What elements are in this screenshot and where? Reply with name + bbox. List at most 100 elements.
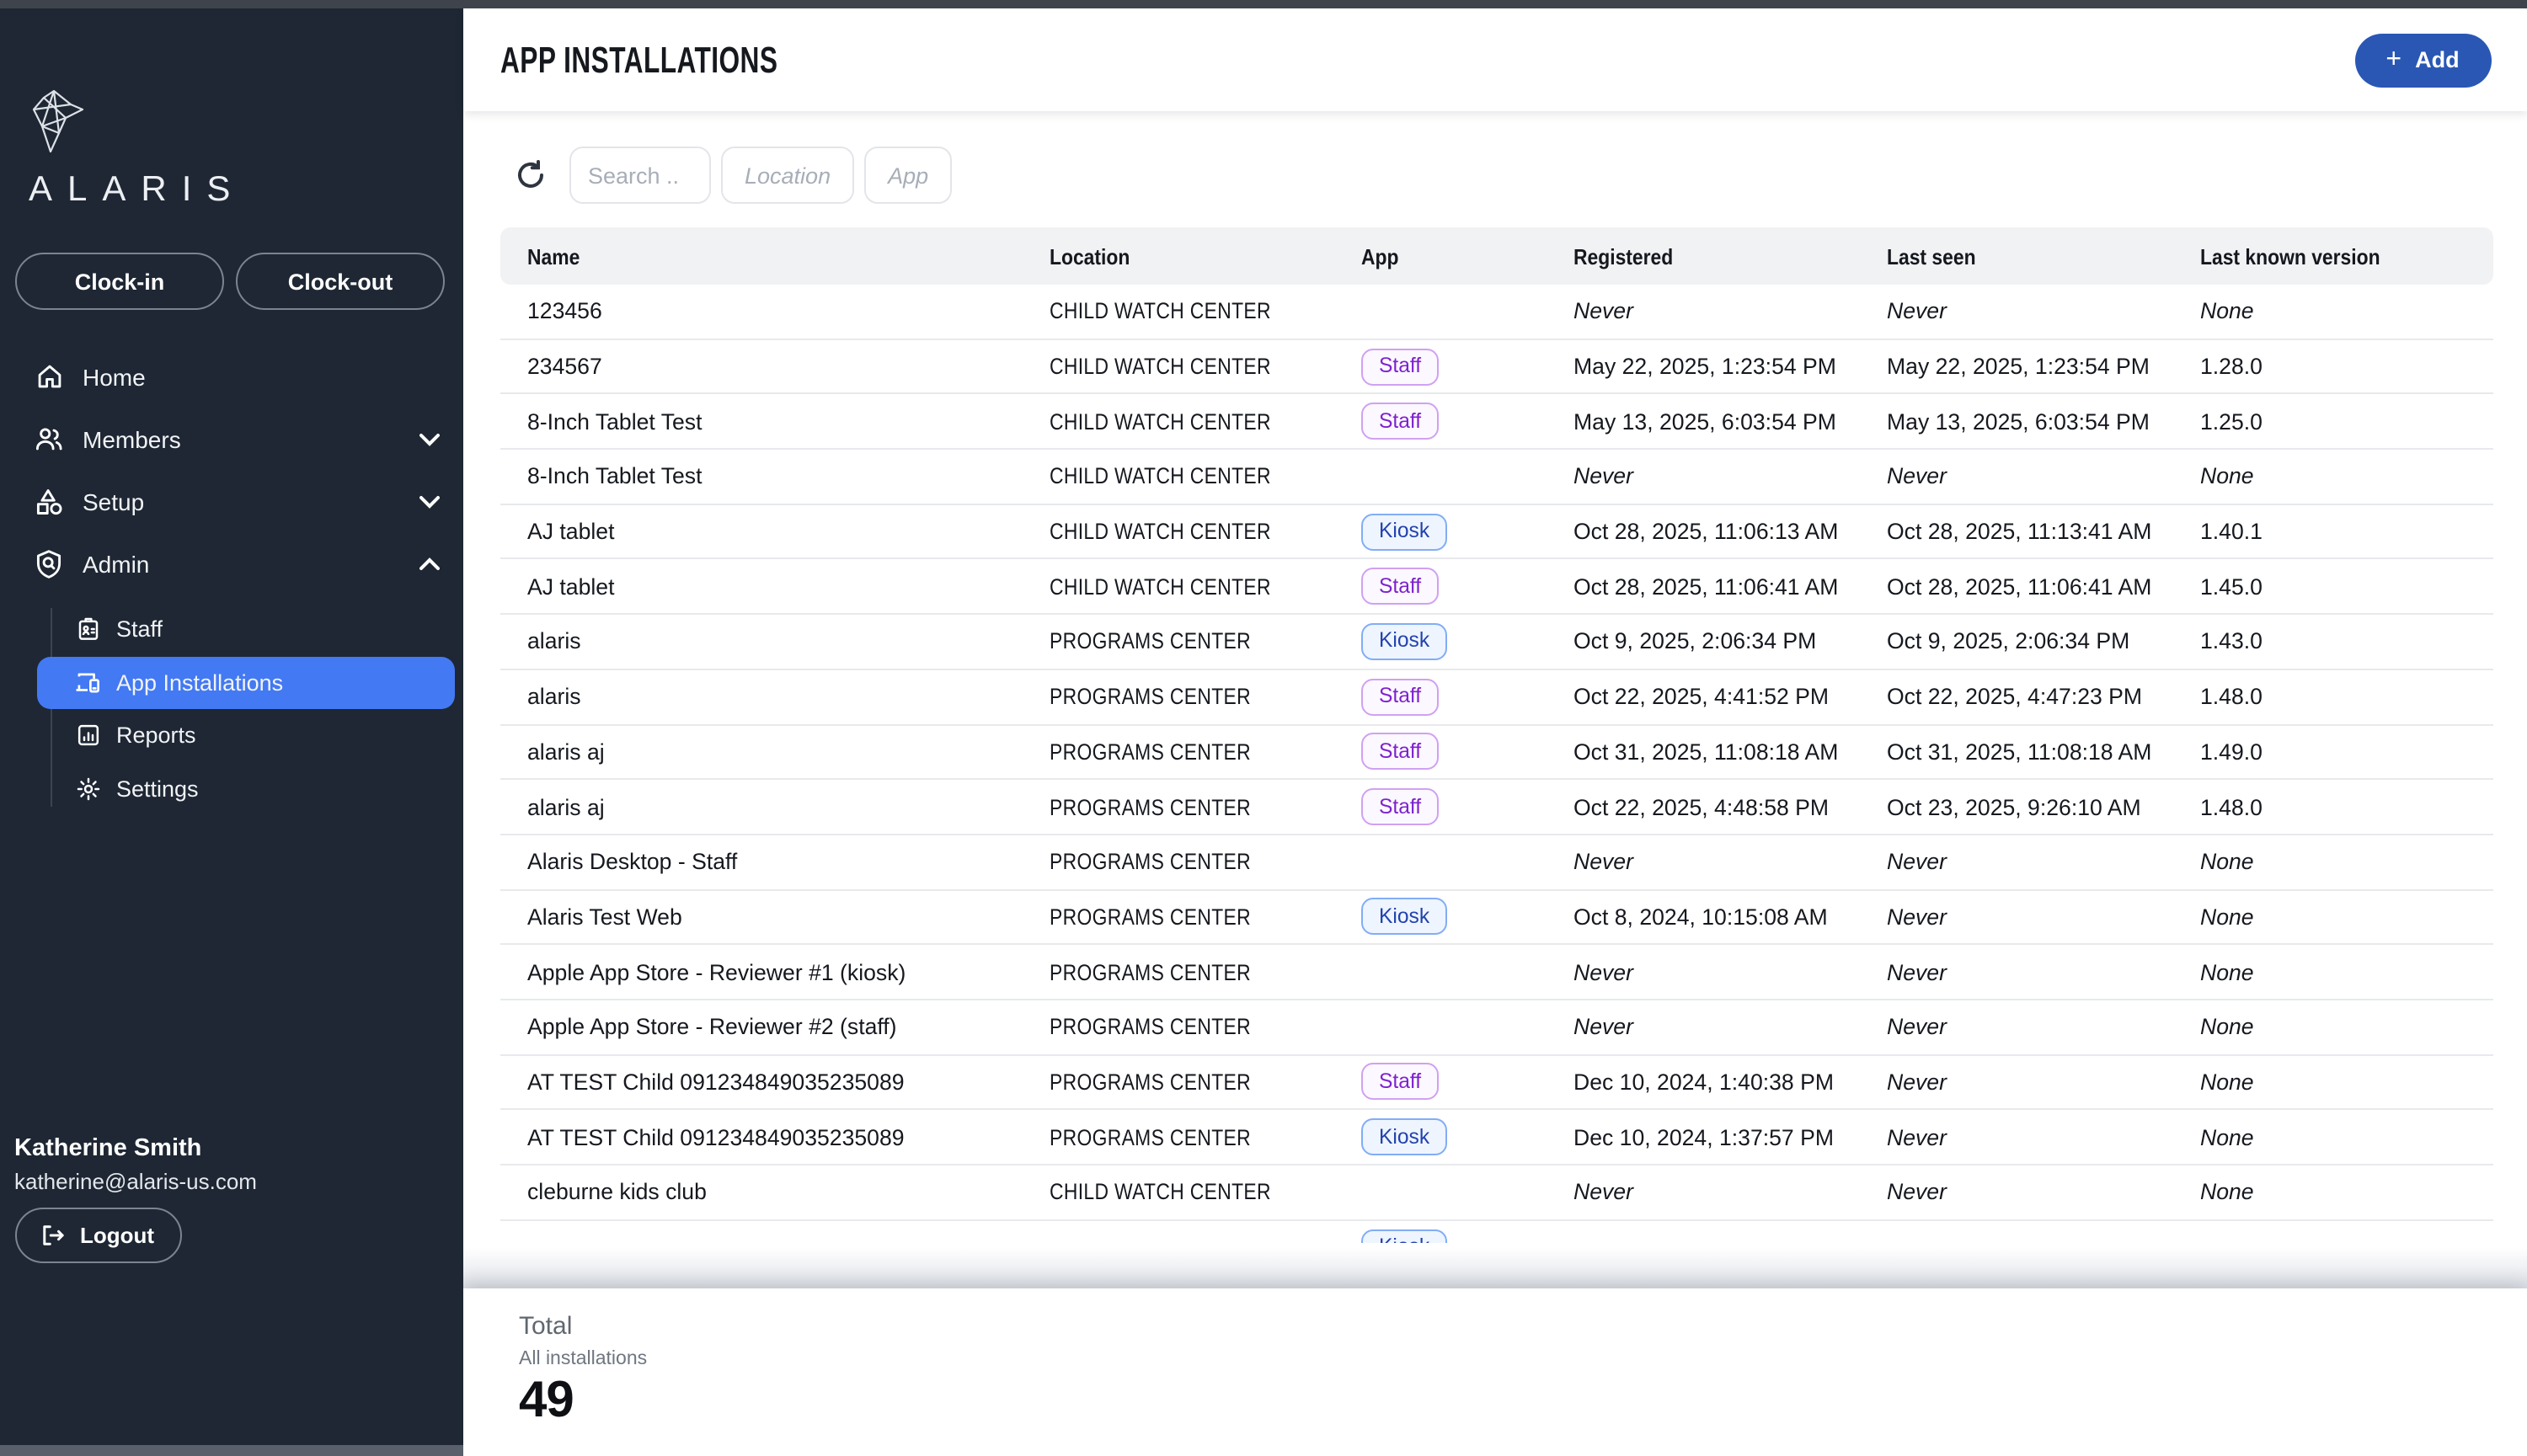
table-row[interactable]: 8-Inch Tablet Test CHILD WATCH CENTER St… [500,394,2493,451]
cell-last-version: 1.25.0 [2200,408,2263,435]
clock-out-button[interactable]: Clock-out [236,253,445,310]
chevron-down-icon [419,494,440,508]
cell-name: alaris [527,684,581,710]
totals-footer: Total All installations 49 [463,1288,2527,1456]
sidebar-item-staff[interactable]: Staff [0,603,463,656]
sidebar-item-label: Settings [116,776,199,802]
brand-block: ALARIS [29,88,245,211]
cell-app: Kiosk [1361,513,1573,551]
sidebar-bottom-strip [0,1445,463,1456]
clock-in-button[interactable]: Clock-in [15,253,224,310]
total-label: Total [519,1312,573,1341]
cell-last-version: 1.40.1 [2200,519,2263,545]
location-filter-chip[interactable]: Location [721,147,855,204]
cell-last-version: 1.49.0 [2200,739,2263,765]
sidebar-item-label: App Installations [116,669,284,696]
cell-last-seen: Oct 22, 2025, 4:47:23 PM [1887,684,2143,710]
alaris-logo-icon [32,89,84,153]
app-badge: Kiosk [1361,898,1448,936]
logout-icon [41,1224,67,1245]
cell-last-version: 1.45.0 [2200,573,2263,600]
cell-last-version: None [2200,959,2254,985]
cell-location: PROGRAMS CENTER [1050,1014,1251,1040]
sidebar-item-label: Reports [116,723,196,749]
cell-name: AJ tablet [527,519,615,545]
column-header-last-known-version[interactable]: Last known version [2200,243,2380,269]
table-row[interactable]: cleburne kids club CHILD WATCH CENTER Ne… [500,1165,2493,1221]
page-header: APP INSTALLATIONS + Add [463,8,2527,111]
cell-name: alaris aj [527,739,605,765]
table-row[interactable]: Alaris Test Web PROGRAMS CENTER Kiosk Oc… [500,890,2493,946]
cell-last-seen: Never [1887,1014,1947,1040]
cell-app: Staff [1361,788,1573,826]
table-row[interactable]: Apple App Store - Reviewer #1 (kiosk) PR… [500,945,2493,1000]
column-header-name[interactable]: Name [527,243,580,269]
cell-name: 123456 [527,298,602,324]
app-badge: Staff [1361,403,1440,440]
logout-button[interactable]: Logout [14,1207,181,1262]
sidebar-item-setup[interactable]: Setup [0,470,463,532]
table-row[interactable]: AT TEST Child 091234849035235089 PROGRAM… [500,1110,2493,1165]
table-row[interactable]: 123456 CHILD WATCH CENTER Never Never No… [500,285,2493,340]
table-row[interactable]: Alaris Desktop - Staff PROGRAMS CENTER N… [500,835,2493,891]
column-header-location[interactable]: Location [1050,243,1130,269]
cell-app: Staff [1361,1063,1573,1101]
cell-registered: Oct 9, 2025, 2:06:34 PM [1573,628,1817,654]
sidebar-item-reports[interactable]: Reports [0,709,463,762]
cell-registered: Oct 28, 2025, 11:06:41 AM [1573,573,1839,600]
sidebar-item-app-installations[interactable]: App Installations [0,656,463,709]
table-body: 123456 CHILD WATCH CENTER Never Never No… [500,285,2493,1221]
column-header-registered[interactable]: Registered [1573,243,1674,269]
gear-icon [74,776,101,803]
cell-app: Staff [1361,568,1573,605]
refresh-button[interactable] [516,160,546,190]
cell-location: PROGRAMS CENTER [1050,794,1251,820]
add-button[interactable]: + Add [2354,33,2491,87]
installations-table: Name Location App Registered Last seen L… [500,227,2493,1243]
sidebar-item-admin[interactable]: Admin [0,532,463,595]
cell-registered: May 13, 2025, 6:03:54 PM [1573,408,1836,435]
cell-registered: Oct 31, 2025, 11:08:18 AM [1573,739,1839,765]
cell-last-seen: May 13, 2025, 6:03:54 PM [1887,408,2150,435]
table-row[interactable]: AT TEST Child 091234849035235089 PROGRAM… [500,1055,2493,1111]
cell-location: CHILD WATCH CENTER [1050,298,1271,324]
column-header-app[interactable]: App [1361,243,1399,269]
sidebar-item-label: Members [83,425,181,452]
cell-location: PROGRAMS CENTER [1050,904,1251,930]
cell-location: PROGRAMS CENTER [1050,739,1251,765]
cell-app: Kiosk [1361,898,1573,936]
table-row[interactable]: AJ tablet CHILD WATCH CENTER Staff Oct 2… [500,559,2493,616]
cell-registered: Never [1573,463,1633,489]
table-row[interactable]: alaris PROGRAMS CENTER Kiosk Oct 9, 2025… [500,615,2493,670]
app-filter-chip[interactable]: App [864,147,953,204]
sidebar-item-settings[interactable]: Settings [0,762,463,815]
cell-last-version: 1.48.0 [2200,794,2263,820]
sidebar-item-members[interactable]: Members [0,408,463,470]
sidebar-item-home[interactable]: Home [0,345,463,408]
table-row[interactable]: AJ tablet CHILD WATCH CENTER Kiosk Oct 2… [500,504,2493,560]
search-input[interactable] [569,147,711,204]
logout-label: Logout [79,1222,155,1247]
window-top-strip [0,0,2527,8]
app-badge: Staff [1361,348,1440,386]
cell-app: Staff [1361,733,1573,771]
members-icon [34,424,64,454]
column-header-last-seen[interactable]: Last seen [1887,243,1976,269]
table-row[interactable]: alaris aj PROGRAMS CENTER Staff Oct 22, … [500,780,2493,835]
cell-location: CHILD WATCH CENTER [1050,354,1271,380]
table-header-row: Name Location App Registered Last seen L… [500,227,2493,285]
table-row[interactable]: Apple App Store - Reviewer #2 (staff) PR… [500,1000,2493,1056]
cell-last-seen: Never [1887,1069,1947,1095]
table-row[interactable]: 234567 CHILD WATCH CENTER Staff May 22, … [500,339,2493,395]
table-row[interactable]: alaris aj PROGRAMS CENTER Staff Oct 31, … [500,725,2493,781]
bar-chart-icon [74,723,101,749]
page-title: APP INSTALLATIONS [500,38,777,80]
table-row[interactable]: 8-Inch Tablet Test CHILD WATCH CENTER Ne… [500,450,2493,505]
chevron-down-icon [419,432,440,445]
cell-name: AT TEST Child 091234849035235089 [527,1069,905,1095]
sidebar: ALARIS Clock-in Clock-out Home Members [0,0,463,1456]
table-row[interactable]: alaris PROGRAMS CENTER Staff Oct 22, 202… [500,669,2493,725]
cell-registered: Dec 10, 2024, 1:40:38 PM [1573,1069,1834,1095]
cell-last-seen: May 22, 2025, 1:23:54 PM [1887,354,2150,380]
cell-location: PROGRAMS CENTER [1050,628,1251,654]
